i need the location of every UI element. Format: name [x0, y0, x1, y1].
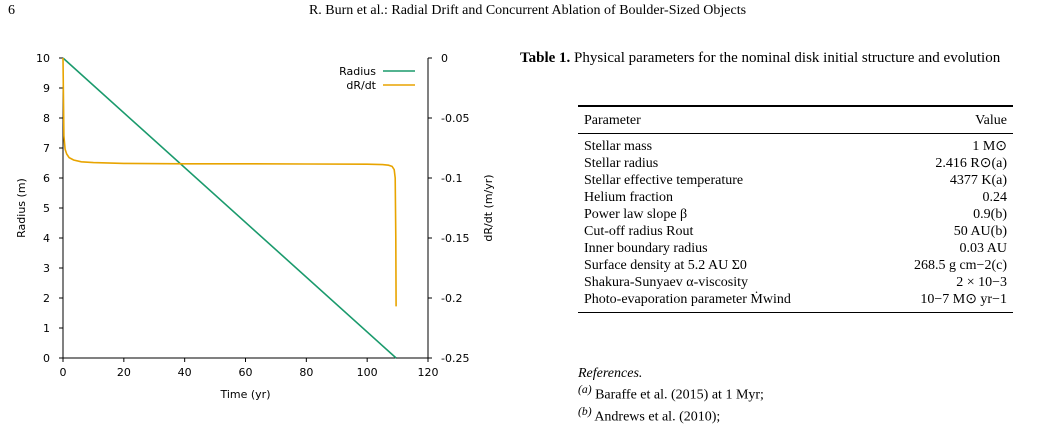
param-value: 50 AU(b) — [953, 224, 1007, 239]
series-line-dr-dt — [62, 57, 397, 307]
param-name: Stellar effective temperature — [584, 173, 744, 188]
reference-text: Andrews et al. (2010); — [591, 409, 721, 425]
param-value: 10−7 M⊙ yr−1 — [871, 291, 1013, 313]
reference-mark: (a) — [578, 383, 592, 396]
table-row: Photo-evaporation parameter Ṁwind 10−7 M⊙… — [578, 291, 1013, 313]
y2-axis-title: dR/dt (m/yr) — [482, 174, 495, 241]
param-value: 2.416 R⊙(a) — [935, 156, 1007, 171]
series-line-radius — [62, 57, 397, 359]
running-head: R. Burn et al.: Radial Drift and Concurr… — [308, 3, 747, 18]
reference-text: Baraffe et al. (2015) at 1 Myr; — [591, 387, 764, 403]
table-row: Inner boundary radius 0.03 AU — [578, 240, 1013, 257]
y-tick-label: 5 — [43, 202, 50, 215]
y-tick-label: 1 — [43, 322, 50, 335]
param-name: Photo-evaporation parameter Ṁwind — [578, 291, 872, 313]
y-tick-label: 4 — [43, 232, 50, 245]
y-tick-label: 6 — [43, 172, 50, 185]
table-row: Cut-off radius Rout 50 AU(b) — [578, 223, 1013, 240]
y-tick-label: 8 — [43, 112, 50, 125]
param-name: Helium fraction — [584, 190, 674, 205]
param-name: Inner boundary radius — [584, 241, 708, 256]
param-value: 0.24 — [982, 190, 1008, 205]
param-name: Stellar mass — [584, 139, 653, 154]
x-tick-label: 120 — [418, 366, 439, 379]
legend-label: Radius — [339, 65, 376, 78]
x-tick-label: 20 — [117, 366, 131, 379]
y-tick-label: 9 — [43, 82, 50, 95]
y-tick-label: 2 — [43, 292, 50, 305]
y-tick-label: 10 — [36, 52, 50, 65]
reference-mark: (b) — [578, 404, 592, 418]
x-tick-label: 80 — [299, 366, 313, 379]
x-tick-label: 60 — [239, 366, 253, 379]
x-tick-label: 0 — [60, 366, 67, 379]
table-row: Shakura-Sunyaev α-viscosity 2 × 10−3 — [578, 274, 1013, 291]
y2-tick-label: 0 — [441, 52, 448, 65]
table-row: Power law slope β 0.9(b) — [578, 206, 1013, 223]
table-row: Stellar mass 1 M⊙ — [578, 134, 1013, 156]
param-value: 1 M⊙ — [972, 139, 1007, 154]
param-name: Stellar radius — [584, 156, 659, 171]
param-name: Surface density at 5.2 AU Σ0 — [584, 258, 747, 273]
page-number: 6 — [8, 3, 15, 18]
y-axis-title: Radius (m) — [15, 178, 28, 238]
table-caption-label: Table 1. — [520, 50, 571, 66]
table-caption: Table 1. Physical parameters for the nom… — [520, 49, 1032, 67]
x-tick-label: 100 — [357, 366, 378, 379]
legend-label: dR/dt — [346, 79, 376, 92]
param-name: Power law slope β — [584, 207, 688, 222]
table-row: Helium fraction 0.24 — [578, 189, 1013, 206]
y2-tick-label: -0.25 — [441, 352, 469, 365]
table-references: References. (a) Baraffe et al. (2015) at… — [578, 366, 1018, 425]
y2-tick-label: -0.1 — [441, 172, 462, 185]
table-row: Stellar radius 2.416 R⊙(a) — [578, 155, 1013, 172]
parameters-table: Parameter Value Stellar mass 1 M⊙ Stellar … — [578, 105, 1013, 313]
reference-item: (a) Baraffe et al. (2015) at 1 Myr; — [578, 382, 1018, 404]
y2-tick-label: -0.2 — [441, 292, 462, 305]
y-tick-label: 0 — [43, 352, 50, 365]
header-parameter: Parameter — [578, 106, 872, 134]
param-value: 4377 K(a) — [949, 173, 1007, 188]
x-axis-title: Time (yr) — [219, 388, 270, 401]
param-name: Cut-off radius Rout — [584, 224, 694, 239]
y-tick-label: 3 — [43, 262, 50, 275]
param-value: 268.5 g cm−2(c) — [913, 258, 1007, 273]
param-name: Shakura-Sunyaev α-viscosity — [584, 275, 749, 290]
table-row: Surface density at 5.2 AU Σ0 268.5 g cm−2… — [578, 257, 1013, 274]
y-tick-label: 7 — [43, 142, 50, 155]
param-value: 0.03 AU — [959, 241, 1007, 256]
reference-item: (b) Andrews et al. (2010); — [578, 404, 1018, 425]
param-value: 0.9(b) — [973, 207, 1007, 222]
references-title: References. — [578, 366, 643, 381]
table-caption-text: Physical parameters for the nominal disk… — [574, 50, 1001, 66]
table-row: Stellar effective temperature 4377 K(a) — [578, 172, 1013, 189]
x-tick-label: 40 — [178, 366, 192, 379]
param-value: 2 × 10−3 — [956, 275, 1007, 290]
y2-tick-label: -0.15 — [441, 232, 469, 245]
header-value: Value — [871, 106, 1013, 134]
y2-tick-label: -0.05 — [441, 112, 469, 125]
